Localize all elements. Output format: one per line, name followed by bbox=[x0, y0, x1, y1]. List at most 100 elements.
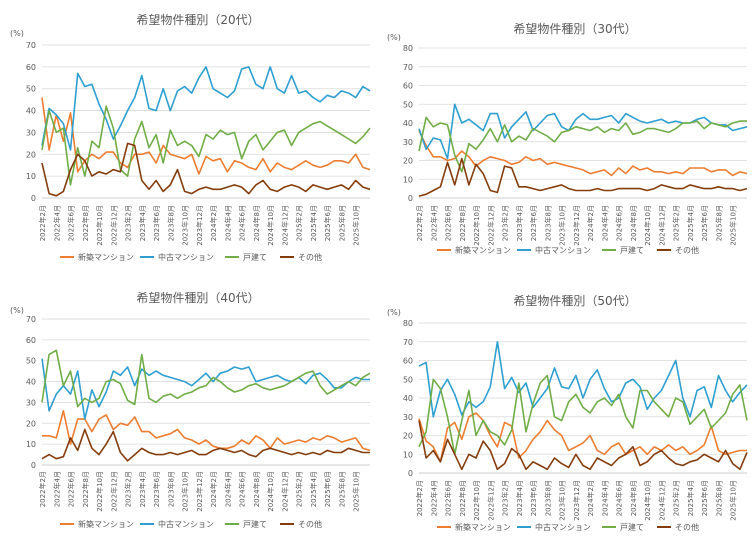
x-tick-label: 2025年8月 bbox=[714, 480, 723, 516]
x-tick-label: 2022年12月 bbox=[109, 471, 118, 512]
legend-label: 戸建て bbox=[620, 245, 644, 255]
x-tick-label: 2025年6月 bbox=[700, 205, 709, 241]
chart-panel-20s: 希望物件種別（20代） (%) 0 10 20 30 40 50 60 70 2022年2月 2022… bbox=[0, 0, 377, 275]
x-tick-label: 2025年2月 bbox=[672, 480, 681, 516]
x-tick-label: 2023年12月 bbox=[195, 471, 204, 512]
series-line-other bbox=[418, 157, 748, 197]
y-tick-label: 0 bbox=[408, 194, 413, 203]
series-line-shinchiku bbox=[418, 130, 748, 177]
y-tick-label: 30 bbox=[26, 398, 36, 407]
chart-50s: 希望物件種別（50代） (%) 0 10 20 30 40 50 60 70 80 2022年2月 20… bbox=[387, 293, 748, 532]
y-tick-label: 40 bbox=[403, 394, 413, 403]
y-tick-label: 70 bbox=[403, 63, 413, 72]
x-tick-label: 2025年2月 bbox=[295, 205, 304, 241]
x-tick-label: 2024年4月 bbox=[600, 205, 609, 241]
legend-label: その他 bbox=[298, 519, 322, 529]
legend-label: 新築マンション bbox=[78, 252, 134, 262]
chart-title: 希望物件種別（30代） bbox=[513, 21, 636, 36]
series-line-other bbox=[41, 142, 371, 197]
x-tick-label: 2023年8月 bbox=[166, 471, 175, 507]
y-tick-label: 80 bbox=[403, 319, 413, 328]
y-tick-label: 20 bbox=[26, 419, 36, 428]
legend-label: その他 bbox=[298, 252, 322, 262]
series-line-kodate bbox=[418, 116, 747, 173]
x-tick-label: 2025年4月 bbox=[309, 205, 318, 241]
x-tick-label: 2025年6月 bbox=[700, 480, 709, 516]
x-tick-label: 2024年8月 bbox=[629, 480, 638, 516]
y-tick-label: 30 bbox=[26, 128, 36, 137]
x-tick-label: 2022年10月 bbox=[95, 205, 104, 246]
x-tick-label: 2023年8月 bbox=[543, 480, 552, 516]
legend-label: 戸建て bbox=[243, 252, 267, 262]
chart-title: 希望物件種別（50代） bbox=[513, 293, 636, 308]
series-line-chuko bbox=[41, 66, 371, 151]
x-tick-label: 2025年8月 bbox=[337, 471, 346, 507]
x-tick-label: 2025年10月 bbox=[729, 480, 738, 521]
x-tick-label: 2023年12月 bbox=[572, 205, 581, 246]
x-tick-label: 2022年6月 bbox=[67, 471, 76, 507]
x-tick-label: 2022年12月 bbox=[486, 205, 495, 246]
series-line-kodate bbox=[418, 374, 748, 456]
chart-panel-40s: 希望物件種別（40代） (%) 0 10 20 30 40 50 60 70 2022年2月 2022… bbox=[0, 275, 377, 550]
x-tick-label: 2023年4月 bbox=[138, 471, 147, 507]
x-tick-label: 2022年4月 bbox=[52, 471, 61, 507]
x-tick-label: 2024年4月 bbox=[223, 205, 232, 241]
x-tick-label: 2024年10月 bbox=[266, 471, 275, 512]
x-tick-label: 2022年8月 bbox=[458, 480, 467, 516]
x-tick-label: 2024年6月 bbox=[615, 205, 624, 241]
legend-label: 中古マンション bbox=[158, 252, 214, 262]
x-tick-label: 2022年10月 bbox=[472, 480, 481, 521]
legend-label: 新築マンション bbox=[78, 519, 134, 529]
chart-panel-30s: 希望物件種別（30代） (%) 0 10 20 30 40 50 60 70 80 2022年2月 20… bbox=[377, 0, 754, 275]
legend-label: 中古マンション bbox=[535, 522, 591, 532]
y-tick-label: 50 bbox=[26, 357, 36, 366]
series-line-other bbox=[418, 420, 748, 471]
y-tick-label: 40 bbox=[403, 119, 413, 128]
x-tick-label: 2023年2月 bbox=[124, 471, 133, 507]
x-tick-label: 2025年10月 bbox=[352, 471, 361, 512]
y-tick-label: 0 bbox=[31, 461, 36, 470]
x-tick-label: 2024年6月 bbox=[615, 480, 624, 516]
legend-label: その他 bbox=[675, 245, 699, 255]
x-tick-label: 2025年6月 bbox=[323, 471, 332, 507]
x-tick-label: 2024年10月 bbox=[643, 480, 652, 521]
x-tick-label: 2022年2月 bbox=[38, 205, 47, 241]
series-line-chuko bbox=[418, 341, 748, 418]
x-tick-label: 2024年8月 bbox=[629, 205, 638, 241]
x-tick-label: 2023年8月 bbox=[543, 205, 552, 241]
y-tick-label: 60 bbox=[403, 82, 413, 91]
legend-label: 新築マンション bbox=[455, 245, 511, 255]
x-tick-label: 2023年8月 bbox=[166, 205, 175, 241]
x-tick-label: 2024年6月 bbox=[238, 471, 247, 507]
y-tick-label: 0 bbox=[31, 194, 36, 203]
y-axis-label: (%) bbox=[387, 33, 401, 42]
x-tick-label: 2023年2月 bbox=[124, 205, 133, 241]
chart-30s: 希望物件種別（30代） (%) 0 10 20 30 40 50 60 70 80 2022年2月 20… bbox=[387, 21, 748, 255]
x-tick-label: 2024年4月 bbox=[223, 471, 232, 507]
x-tick-label: 2023年4月 bbox=[515, 205, 524, 241]
x-tick-label: 2025年2月 bbox=[295, 471, 304, 507]
x-tick-label: 2024年6月 bbox=[238, 205, 247, 241]
x-tick-label: 2025年10月 bbox=[729, 205, 738, 246]
x-tick-label: 2024年4月 bbox=[600, 480, 609, 516]
x-tick-label: 2023年2月 bbox=[501, 205, 510, 241]
x-tick-label: 2023年10月 bbox=[558, 205, 567, 246]
x-tick-label: 2024年12月 bbox=[280, 205, 289, 246]
x-tick-label: 2025年10月 bbox=[352, 205, 361, 246]
x-tick-label: 2022年8月 bbox=[81, 205, 90, 241]
x-tick-label: 2025年4月 bbox=[309, 471, 318, 507]
x-tick-label: 2022年6月 bbox=[444, 205, 453, 241]
x-tick-label: 2025年6月 bbox=[323, 205, 332, 241]
x-tick-label: 2022年6月 bbox=[444, 480, 453, 516]
x-tick-label: 2024年12月 bbox=[657, 205, 666, 246]
y-tick-label: 40 bbox=[26, 378, 36, 387]
y-tick-label: 0 bbox=[408, 469, 413, 478]
y-tick-label: 30 bbox=[403, 138, 413, 147]
x-tick-label: 2023年6月 bbox=[529, 205, 538, 241]
x-tick-label: 2023年10月 bbox=[181, 471, 190, 512]
series-line-chuko bbox=[41, 358, 370, 420]
y-tick-label: 10 bbox=[403, 450, 413, 459]
series-line-chuko bbox=[418, 103, 748, 160]
x-tick-label: 2022年10月 bbox=[95, 471, 104, 512]
chart-title: 希望物件種別（40代） bbox=[136, 290, 259, 305]
